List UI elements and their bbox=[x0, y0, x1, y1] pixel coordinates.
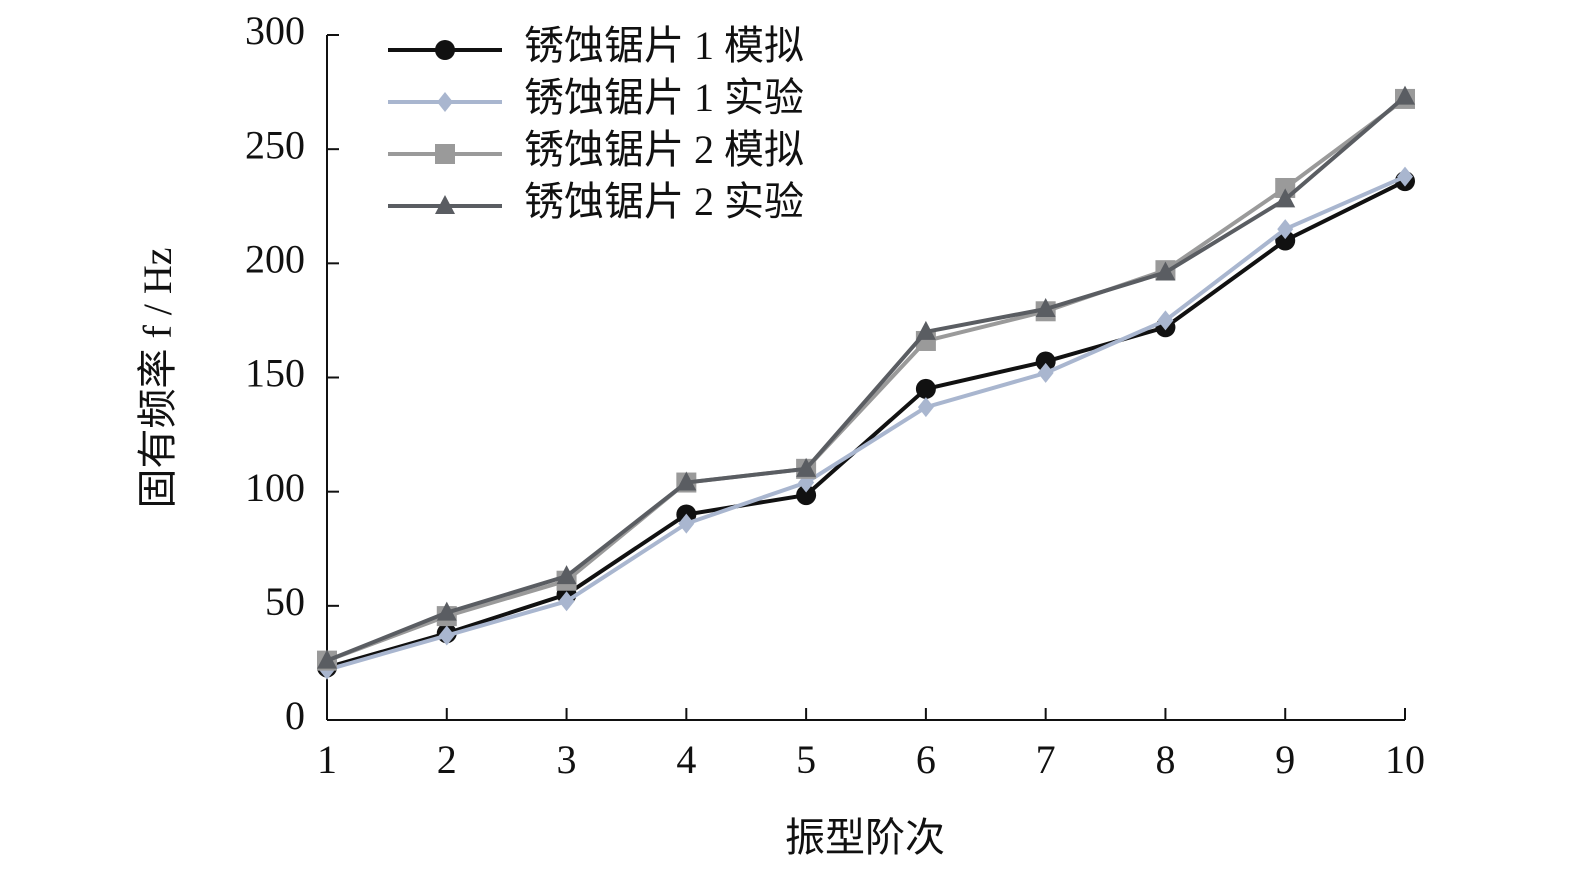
x-tick-label: 1 bbox=[317, 737, 337, 782]
marker bbox=[1277, 219, 1294, 240]
marker bbox=[317, 649, 337, 669]
marker bbox=[915, 320, 936, 340]
y-tick-label: 250 bbox=[245, 122, 305, 167]
legend-marker bbox=[435, 144, 455, 164]
marker bbox=[558, 591, 575, 612]
marker bbox=[556, 565, 577, 585]
x-tick-label: 9 bbox=[1275, 737, 1295, 782]
legend-label: 锈蚀锯片 2 实验 bbox=[524, 179, 804, 224]
legend-label: 锈蚀锯片 1 实验 bbox=[524, 75, 804, 120]
y-tick-label: 100 bbox=[245, 465, 305, 510]
marker bbox=[1275, 188, 1296, 208]
marker bbox=[796, 457, 817, 477]
x-tick-label: 6 bbox=[916, 737, 936, 782]
marker bbox=[436, 601, 457, 621]
y-axis-label: 固有频率 f / Hz bbox=[135, 247, 180, 508]
y-tick-label: 300 bbox=[245, 8, 305, 53]
x-tick-label: 3 bbox=[557, 737, 577, 782]
legend-marker bbox=[435, 195, 455, 214]
series-line bbox=[326, 97, 1407, 663]
x-tick-label: 5 bbox=[796, 737, 816, 782]
marker bbox=[917, 397, 934, 418]
marker bbox=[1037, 362, 1054, 383]
x-axis-label: 振型阶次 bbox=[785, 815, 945, 860]
x-tick-label: 8 bbox=[1155, 737, 1175, 782]
marker bbox=[1155, 261, 1176, 281]
marker bbox=[915, 378, 936, 399]
series-line bbox=[326, 95, 1407, 663]
y-tick-label: 0 bbox=[285, 693, 305, 738]
y-tick-label: 150 bbox=[245, 351, 305, 396]
x-tick-label: 7 bbox=[1036, 737, 1056, 782]
marker bbox=[1035, 298, 1056, 317]
marker bbox=[1395, 85, 1415, 105]
marker bbox=[1157, 310, 1174, 331]
y-tick-label: 50 bbox=[265, 579, 305, 624]
marker bbox=[796, 485, 817, 506]
legend-label: 锈蚀锯片 2 模拟 bbox=[524, 127, 804, 172]
marker bbox=[438, 625, 455, 646]
marker bbox=[1397, 166, 1413, 187]
marker bbox=[676, 471, 697, 491]
marker bbox=[1275, 230, 1296, 251]
legend-marker bbox=[435, 40, 455, 60]
series-line bbox=[326, 174, 1406, 672]
marker bbox=[678, 513, 695, 534]
x-tick-label: 4 bbox=[676, 737, 696, 782]
legend-label: 锈蚀锯片 1 模拟 bbox=[524, 23, 804, 68]
series-line bbox=[326, 179, 1406, 670]
legend-marker bbox=[437, 92, 453, 112]
x-tick-label: 10 bbox=[1385, 737, 1425, 782]
marker bbox=[1035, 351, 1056, 372]
x-tick-label: 2 bbox=[437, 737, 457, 782]
y-tick-label: 200 bbox=[245, 237, 305, 282]
